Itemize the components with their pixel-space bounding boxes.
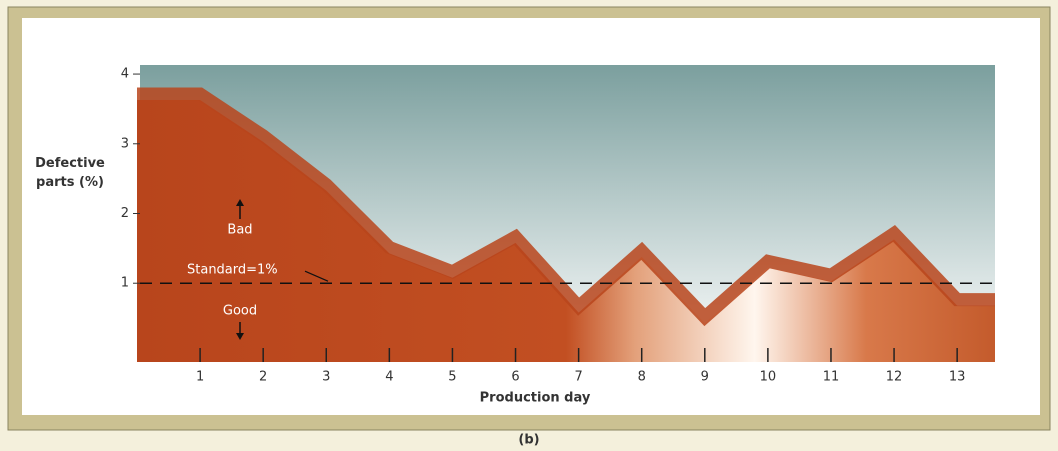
caption: (b) <box>518 433 539 448</box>
y-tick-label: 3 <box>121 136 129 151</box>
x-tick-label: 3 <box>322 370 330 385</box>
x-axis-label: Production day <box>480 391 591 406</box>
chart: (b) 123412345678910111213Standard=1%BadG… <box>0 0 1058 451</box>
x-tick-label: 11 <box>823 370 840 385</box>
annotation: Bad <box>227 223 252 238</box>
x-tick-label: 2 <box>259 370 267 385</box>
x-tick-label: 9 <box>701 370 709 385</box>
x-tick-label: 7 <box>574 370 582 385</box>
x-tick-label: 5 <box>448 370 456 385</box>
y-tick-label: 4 <box>121 67 129 82</box>
standard-label: Standard=1% <box>187 263 278 278</box>
x-tick-label: 10 <box>760 370 777 385</box>
y-tick-label: 2 <box>121 206 129 221</box>
x-tick-label: 13 <box>949 370 966 385</box>
x-tick-label: 6 <box>511 370 519 385</box>
y-tick-label: 1 <box>121 276 129 291</box>
page: (b) 123412345678910111213Standard=1%BadG… <box>0 0 1058 451</box>
y-axis-label: Defective parts (%) <box>30 154 110 192</box>
x-tick-label: 12 <box>886 370 903 385</box>
x-tick-label: 8 <box>638 370 646 385</box>
x-tick-label: 4 <box>385 370 393 385</box>
x-tick-label: 1 <box>196 370 204 385</box>
annotation: Good <box>223 304 257 319</box>
